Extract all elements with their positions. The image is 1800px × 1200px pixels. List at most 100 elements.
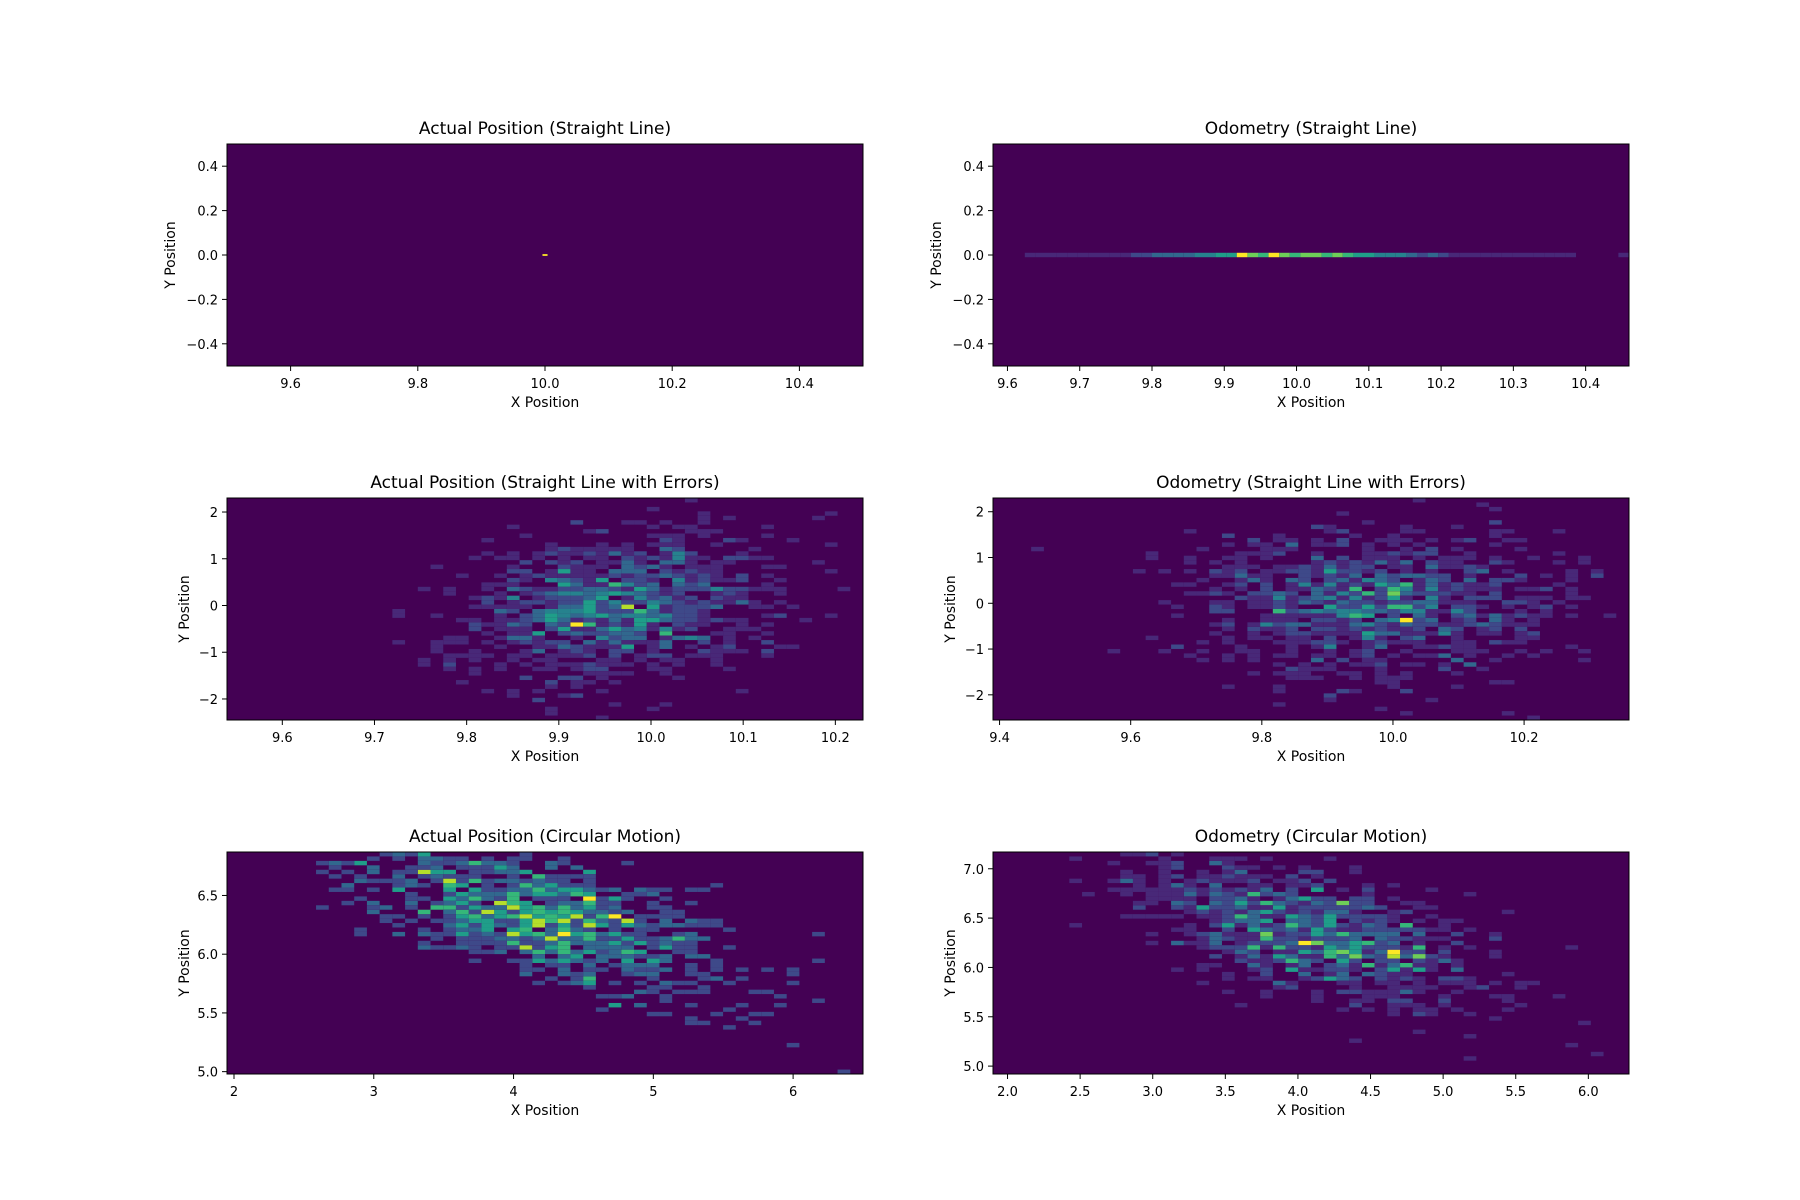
- heatmap-bin: [1336, 622, 1350, 627]
- heatmap-bin: [1476, 622, 1490, 627]
- heatmap-bin: [608, 1002, 622, 1008]
- heatmap-bin: [1196, 967, 1210, 972]
- heatmap-bin: [1425, 958, 1439, 963]
- heatmap-bin: [1209, 604, 1222, 609]
- heatmap-bin: [1412, 542, 1426, 547]
- heatmap-bin: [1183, 891, 1197, 897]
- heatmap-bin: [481, 923, 495, 928]
- heatmap-bin: [1311, 945, 1324, 950]
- heatmap-bin: [659, 923, 673, 928]
- heatmap-bin: [621, 635, 635, 641]
- heatmap-bin: [697, 533, 711, 538]
- heatmap-bin: [1158, 878, 1172, 884]
- heatmap-bin: [1463, 577, 1477, 583]
- heatmap-bin: [595, 586, 609, 592]
- heatmap-bin: [1539, 648, 1553, 654]
- heatmap-bin: [1221, 936, 1235, 941]
- heatmap-bin: [1361, 998, 1375, 1003]
- heatmap-bin: [1374, 945, 1388, 950]
- heatmap-bin: [1247, 564, 1261, 570]
- heatmap-bin: [634, 971, 647, 977]
- heatmap-bin: [672, 600, 685, 605]
- heatmap-bin: [417, 860, 431, 866]
- heatmap-bin: [1438, 560, 1451, 565]
- heatmap-bin: [621, 931, 635, 937]
- heatmap-bin: [1501, 653, 1515, 658]
- heatmap-bin: [583, 874, 596, 879]
- heatmap-bin: [494, 949, 507, 955]
- heatmap-bin: [1400, 569, 1413, 574]
- heatmap-bin: [595, 666, 609, 672]
- heatmap-bin: [1463, 653, 1477, 658]
- heatmap-bin: [1298, 671, 1311, 676]
- heatmap-bin: [1234, 918, 1248, 924]
- heatmap-bin: [1470, 252, 1481, 258]
- heatmap-bin: [570, 680, 584, 685]
- heatmap-bin: [595, 595, 609, 601]
- heatmap-bin: [1578, 560, 1591, 565]
- heatmap-bin: [1450, 617, 1464, 623]
- heatmap-bin: [1247, 958, 1261, 963]
- heatmap-bin: [1272, 551, 1286, 556]
- heatmap-bin: [506, 631, 520, 636]
- heatmap-bin: [646, 617, 660, 623]
- heatmap-bin: [1158, 869, 1172, 875]
- heatmap-bin: [1272, 533, 1286, 538]
- heatmap-bin: [1183, 569, 1197, 574]
- heatmap-bin: [710, 577, 724, 583]
- heatmap-bin: [1489, 931, 1502, 937]
- heatmap-bin: [1374, 980, 1388, 986]
- heatmap-bin: [366, 905, 380, 910]
- heatmap-bin: [1323, 914, 1337, 919]
- heatmap-bin: [1336, 511, 1350, 516]
- heatmap-bin: [1514, 648, 1528, 654]
- heatmap-bin: [659, 564, 673, 570]
- heatmap-bin: [583, 883, 596, 888]
- heatmap-bin: [595, 609, 609, 614]
- heatmap-bin: [430, 900, 444, 906]
- heatmap-bin: [1132, 887, 1146, 892]
- heatmap-bin: [1260, 622, 1273, 627]
- heatmap-bin: [1311, 582, 1324, 587]
- heatmap-bin: [1209, 586, 1222, 592]
- heatmap-bin: [1501, 613, 1515, 618]
- heatmap-bin: [1285, 622, 1299, 627]
- heatmap-bin: [1234, 648, 1248, 654]
- heatmap-bin: [1336, 688, 1350, 694]
- subplot-title: Actual Position (Straight Line with Erro…: [370, 473, 719, 493]
- heatmap-bin: [1387, 653, 1401, 658]
- heatmap-bin: [710, 591, 724, 596]
- heatmap-bin: [519, 604, 533, 609]
- heatmap-bin: [1323, 945, 1337, 950]
- heatmap-bin: [1069, 878, 1083, 884]
- heatmap-bin: [1400, 927, 1413, 932]
- heatmap-bin: [1412, 582, 1426, 587]
- heatmap-bin: [1387, 551, 1401, 556]
- heatmap-bin: [1323, 582, 1337, 587]
- heatmap-bin: [1425, 546, 1439, 552]
- heatmap-bin: [1501, 622, 1515, 627]
- heatmap-bin: [1285, 648, 1299, 654]
- heatmap-bin: [1209, 591, 1222, 596]
- heatmap-bin: [557, 900, 571, 906]
- y-tick-label: 6.5: [963, 912, 984, 927]
- heatmap-bin: [1298, 967, 1311, 972]
- heatmap-bin: [1412, 662, 1426, 667]
- heatmap-bin: [1450, 524, 1464, 530]
- heatmap-bin: [545, 905, 558, 910]
- heatmap-bin: [595, 900, 609, 906]
- heatmap-bin: [1438, 666, 1451, 672]
- heatmap-bin: [723, 515, 736, 521]
- heatmap-bin: [621, 662, 635, 667]
- heatmap-bin: [621, 600, 635, 605]
- heatmap-bin: [1285, 945, 1299, 950]
- heatmap-bin: [1158, 865, 1172, 870]
- heatmap-bin: [621, 994, 635, 999]
- heatmap-bin: [659, 940, 673, 946]
- heatmap-bin: [1400, 648, 1413, 654]
- heatmap-bin: [1425, 582, 1439, 587]
- heatmap-bin: [697, 555, 711, 561]
- heatmap-bin: [1349, 998, 1362, 1003]
- heatmap-bin: [1321, 252, 1333, 258]
- heatmap-bin: [1412, 631, 1426, 636]
